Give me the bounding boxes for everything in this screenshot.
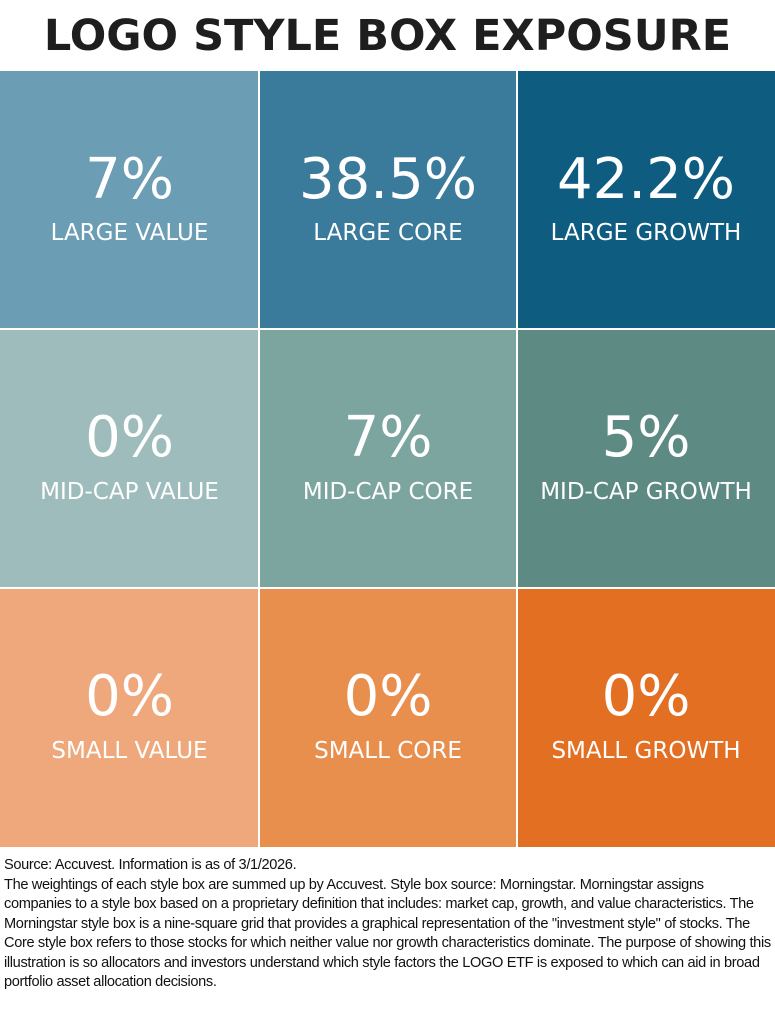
style-box-value: 0%: [601, 664, 691, 729]
style-box-label: MID-CAP VALUE: [40, 479, 219, 505]
style-box-small-growth: 0% SMALL GROWTH: [517, 588, 775, 847]
style-box-large-growth: 42.2% LARGE GROWTH: [517, 71, 775, 329]
style-box-value: 38.5%: [299, 147, 477, 212]
style-box-grid: 7% LARGE VALUE 38.5% LARGE CORE 42.2% LARGE G…: [0, 71, 775, 847]
style-box-label: LARGE VALUE: [50, 220, 209, 246]
style-box-label: SMALL CORE: [314, 738, 462, 764]
style-box-value: 0%: [343, 664, 433, 729]
style-box-label: MID-CAP CORE: [302, 479, 474, 505]
style-box-label: LARGE CORE: [313, 220, 463, 246]
style-box-mid-cap-core: 7% MID-CAP CORE: [259, 329, 517, 588]
style-box-label: SMALL VALUE: [51, 738, 208, 764]
style-box-value: 5%: [601, 405, 691, 470]
style-box-mid-cap-value: 0% MID-CAP VALUE: [0, 329, 259, 588]
grid-divider-horizontal: [0, 587, 775, 589]
style-box-value: 42.2%: [557, 147, 735, 212]
grid-divider-horizontal: [0, 328, 775, 330]
style-box-value: 7%: [85, 147, 174, 212]
grid-divider-vertical: [516, 71, 518, 847]
style-box-mid-cap-growth: 5% MID-CAP GROWTH: [517, 329, 775, 588]
style-box-small-value: 0% SMALL VALUE: [0, 588, 259, 847]
source-note: Source: Accuvest. Information is as of 3…: [4, 857, 297, 873]
footnotes: Source: Accuvest. Information is as of 3…: [4, 856, 772, 993]
style-box-value: 7%: [343, 405, 433, 470]
style-box-label: LARGE GROWTH: [550, 220, 742, 246]
chart-title: LOGO STYLE BOX EXPOSURE: [43, 11, 732, 61]
style-box-large-core: 38.5% LARGE CORE: [259, 71, 517, 329]
style-box-value: 0%: [85, 664, 174, 729]
style-box-label: SMALL GROWTH: [551, 738, 741, 764]
style-box-large-value: 7% LARGE VALUE: [0, 71, 259, 329]
style-box-value: 0%: [85, 405, 174, 470]
methodology-note: The weightings of each style box are sum…: [4, 876, 771, 991]
style-box-label: MID-CAP GROWTH: [540, 479, 752, 505]
grid-divider-vertical: [258, 71, 260, 847]
style-box-small-core: 0% SMALL CORE: [259, 588, 517, 847]
